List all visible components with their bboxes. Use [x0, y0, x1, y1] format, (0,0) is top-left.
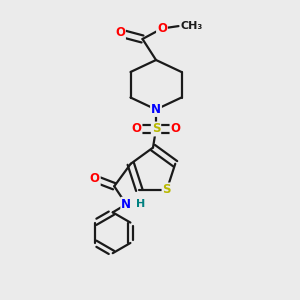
- Text: H: H: [136, 199, 146, 209]
- Text: O: O: [170, 122, 181, 136]
- Text: N: N: [121, 198, 131, 211]
- Text: S: S: [152, 122, 160, 136]
- Text: O: O: [115, 26, 125, 40]
- Text: O: O: [131, 122, 142, 136]
- Text: S: S: [163, 183, 171, 196]
- Text: N: N: [151, 103, 161, 116]
- Text: O: O: [90, 172, 100, 185]
- Text: CH₃: CH₃: [180, 21, 202, 31]
- Text: O: O: [157, 22, 167, 35]
